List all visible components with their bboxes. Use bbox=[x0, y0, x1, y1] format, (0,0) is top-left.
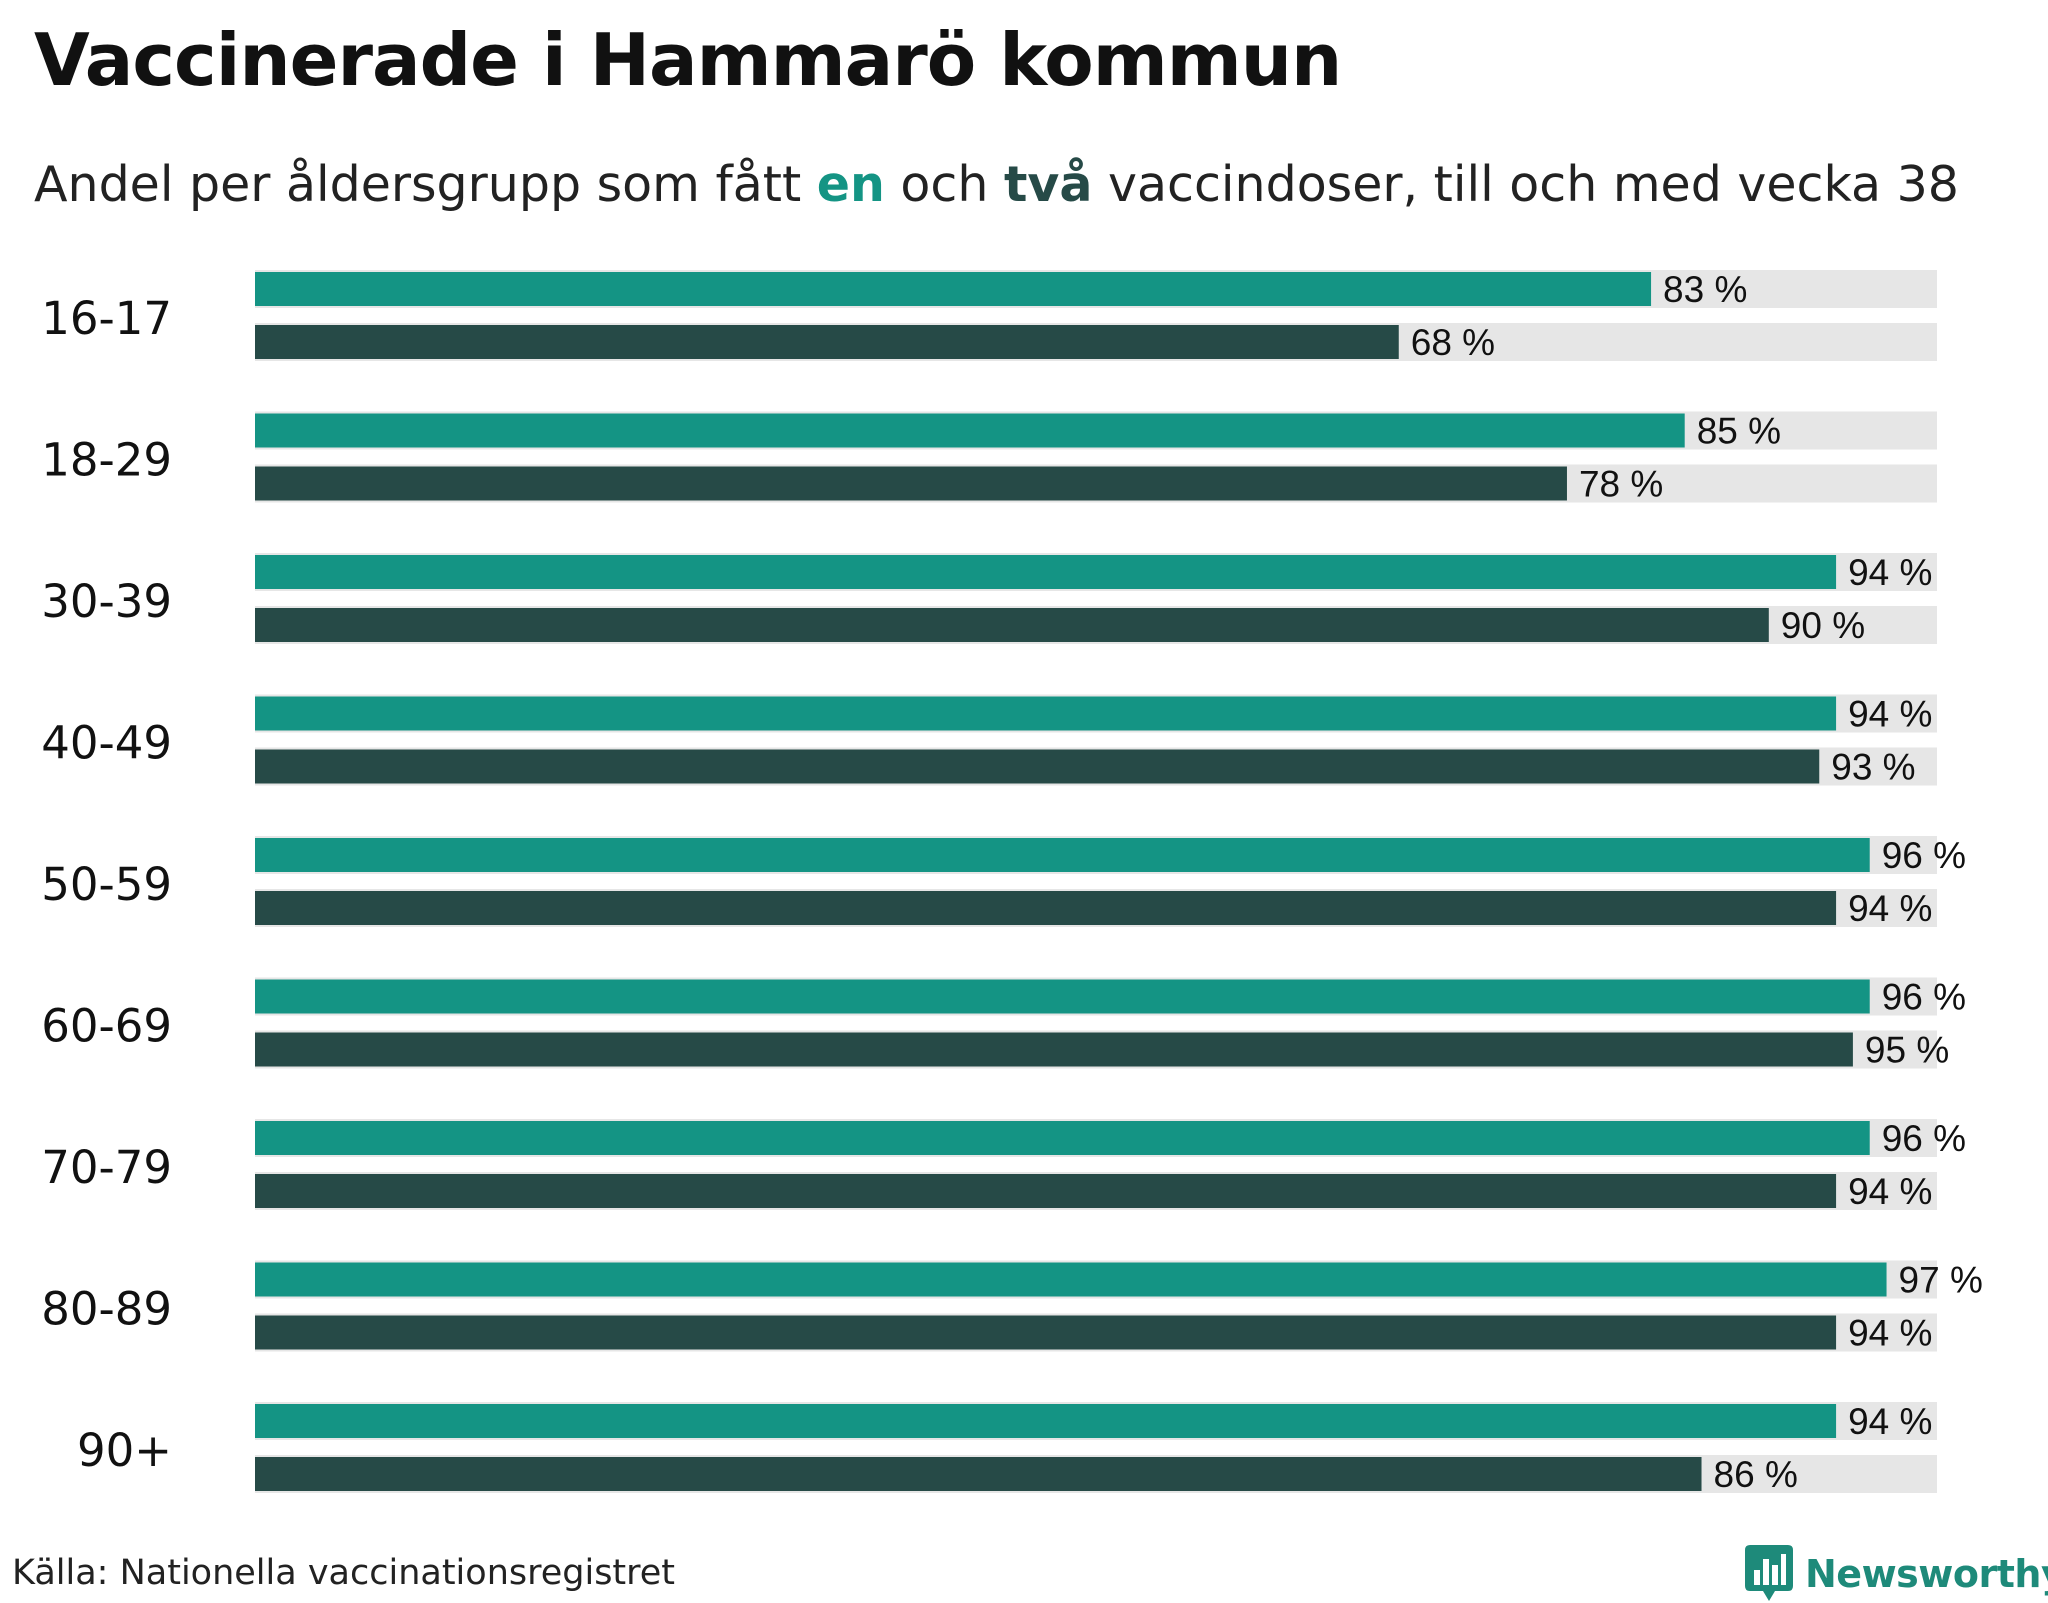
chart-subtitle: Andel per åldersgrupp som fått en och tv… bbox=[34, 156, 1959, 213]
bar-en-80-89 bbox=[255, 1262, 1887, 1297]
category-label: 90+ bbox=[77, 1424, 172, 1477]
logo-bar-2 bbox=[1763, 1559, 1769, 1585]
value-label: 94 % bbox=[1848, 1313, 1932, 1354]
value-label: 94 % bbox=[1848, 1171, 1932, 1212]
bar-två-30-39 bbox=[255, 608, 1769, 642]
bar-chart-icon bbox=[1745, 1545, 1793, 1601]
value-label: 78 % bbox=[1579, 464, 1663, 505]
category-label: 18-29 bbox=[41, 434, 172, 487]
newsworthy-logo: Newsworthy bbox=[1745, 1545, 2048, 1603]
logo-bar-1 bbox=[1754, 1570, 1760, 1585]
bar-chart: 83 % 68 % 16-17 85 % 78 % 18-29 94 % 90 % 30-39 9… bbox=[41, 269, 1983, 1495]
value-label: 68 % bbox=[1411, 322, 1495, 363]
bar-en-16-17 bbox=[255, 272, 1652, 306]
bar-en-90+ bbox=[255, 1404, 1837, 1438]
value-label: 93 % bbox=[1831, 747, 1915, 788]
bar-en-60-69 bbox=[255, 979, 1870, 1014]
value-label: 97 % bbox=[1899, 1260, 1983, 1301]
value-label: 95 % bbox=[1865, 1030, 1949, 1071]
source-note: Källa: Nationella vaccinationsregistret bbox=[12, 1553, 676, 1593]
bar-två-50-59 bbox=[255, 891, 1837, 925]
value-label: 83 % bbox=[1663, 269, 1747, 310]
bar-två-70-79 bbox=[255, 1174, 1837, 1208]
bar-en-70-79 bbox=[255, 1121, 1870, 1155]
category-label: 16-17 bbox=[41, 292, 172, 345]
legend-dose-one: en bbox=[816, 156, 885, 213]
value-label: 90 % bbox=[1781, 605, 1865, 646]
category-label: 50-59 bbox=[41, 858, 172, 911]
value-label: 96 % bbox=[1882, 835, 1966, 876]
bar-två-90+ bbox=[255, 1457, 1702, 1491]
value-label: 96 % bbox=[1882, 977, 1966, 1018]
logo-text: Newsworthy bbox=[1805, 1552, 2048, 1596]
bar-två-80-89 bbox=[255, 1315, 1837, 1350]
bar-två-18-29 bbox=[255, 466, 1567, 501]
category-label: 40-49 bbox=[41, 717, 172, 770]
subtitle-text-start: Andel per åldersgrupp som fått bbox=[34, 156, 817, 213]
legend-dose-two: två bbox=[1004, 156, 1093, 213]
value-label: 94 % bbox=[1848, 888, 1932, 929]
value-label: 96 % bbox=[1882, 1118, 1966, 1159]
bar-två-60-69 bbox=[255, 1032, 1853, 1067]
value-label: 94 % bbox=[1848, 552, 1932, 593]
value-label: 94 % bbox=[1848, 1401, 1932, 1442]
bar-en-18-29 bbox=[255, 413, 1685, 448]
chart-title: Vaccinerade i Hammarö kommun bbox=[34, 18, 1342, 102]
value-label: 94 % bbox=[1848, 694, 1932, 735]
bar-en-40-49 bbox=[255, 696, 1837, 731]
logo-bar-4 bbox=[1781, 1554, 1786, 1585]
category-label: 80-89 bbox=[41, 1283, 172, 1336]
category-label: 60-69 bbox=[41, 1000, 172, 1053]
bar-en-30-39 bbox=[255, 555, 1837, 589]
category-label: 30-39 bbox=[41, 575, 172, 628]
subtitle-text-middle: och bbox=[884, 156, 1004, 213]
value-label: 85 % bbox=[1697, 411, 1781, 452]
logo-bar-3 bbox=[1772, 1565, 1778, 1585]
bar-två-40-49 bbox=[255, 749, 1820, 784]
subtitle-text-end: vaccindoser, till och med vecka 38 bbox=[1092, 156, 1959, 213]
bar-två-16-17 bbox=[255, 325, 1399, 359]
bar-en-50-59 bbox=[255, 838, 1870, 872]
category-label: 70-79 bbox=[41, 1141, 172, 1194]
value-label: 86 % bbox=[1714, 1454, 1798, 1495]
